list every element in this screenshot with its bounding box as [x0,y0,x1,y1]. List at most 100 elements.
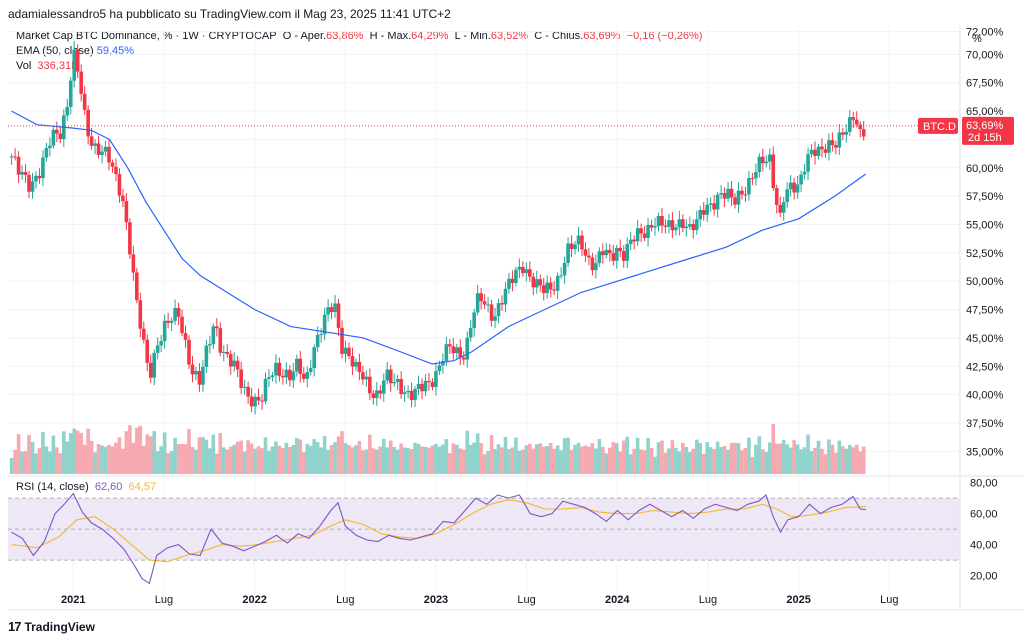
candle-body [827,140,831,153]
candle-body [315,334,320,348]
volume-bar [538,443,543,474]
volume-bar [781,440,786,474]
volume-bar [232,444,237,474]
volume-bar [201,436,205,474]
volume-bar [13,449,17,474]
candle-body [726,188,730,199]
candle-body [688,224,692,227]
volume-bar [677,451,682,474]
volume-bar [208,448,212,474]
volume-bar [413,442,417,474]
attribution-text: adamialessandro5 ha pubblicato su Tradin… [8,7,451,21]
volume-bar [34,453,38,474]
volume-bar [295,437,299,474]
volume-bar [510,447,515,474]
volume-bar [315,442,320,474]
candle-body [611,253,616,261]
volume-bar [305,443,310,474]
volume-bar [9,458,14,474]
candle-body [180,316,184,334]
price-badge: BTC.D 63,69% 2d 15h [8,116,1014,145]
volume-bar [173,437,177,474]
volume-bar [573,444,577,474]
volume-bar [562,438,567,474]
volume-bar [37,448,42,474]
candle-body [708,203,713,205]
volume-bar [204,439,209,474]
candle-body [788,182,793,190]
candle-body [308,368,313,373]
y-tick-label: 70,00% [966,49,1004,61]
volume-bar [107,444,111,474]
candle-body [107,146,111,163]
candle-body [736,190,741,205]
volume-bar [712,449,716,474]
volume-bar [548,442,553,474]
candle-body [79,71,83,94]
volume-bar [667,448,671,474]
candle-body [653,226,657,228]
high-label: H - Max. [369,30,412,42]
volume-bar [736,443,741,474]
volume-bar [420,446,424,474]
volume-bar [653,456,657,474]
candle-body [778,204,783,213]
candle-body [733,197,737,205]
candle-body [559,275,563,277]
candle-body [82,93,87,110]
volume-bar [169,451,174,474]
volume-bar [493,449,497,474]
candle-body [284,369,289,378]
candle-body [86,109,90,137]
volume-bar [514,437,518,474]
candle-body [427,380,431,383]
volume-bar [159,446,163,474]
x-tick-label: Lug [699,594,717,606]
candle-body [100,151,104,155]
volume-bar [399,443,403,474]
candle-body [531,276,536,288]
volume-bar [813,447,817,474]
badge-symbol-bg [918,117,958,134]
candle-body [569,243,574,249]
volume-bar [437,446,442,474]
tradingview-logo[interactable]: 17 TradingView [8,619,95,634]
volume-bar [114,442,118,474]
badge-countdown: 2d 15h [968,132,1002,144]
candle-body [444,344,449,361]
volume-bar [830,444,835,474]
candle-body [322,314,327,335]
volume-bar [757,436,762,474]
volume-bar [583,445,588,474]
volume-bar [823,454,828,474]
x-tick-label: 2024 [605,594,630,606]
volume-bar [385,447,390,474]
candle-body [16,156,21,175]
volume-bar [861,446,866,474]
candle-body [601,251,605,256]
candle-body [392,381,396,384]
volume-bar [656,442,661,474]
tradingview-brand: TradingView [24,619,95,634]
volume-bar [701,453,706,474]
candle-body [121,195,125,202]
candle-body [361,372,365,380]
candle-body [34,175,38,182]
volume-bar [820,448,824,474]
candle-body [128,222,132,255]
candle-body [291,371,296,381]
candle-body [545,282,550,294]
volume-bars [9,424,866,474]
volume-bar [308,445,313,474]
volume-bar [402,447,407,474]
candle-body [374,390,379,399]
volume-bar [743,448,748,474]
volume-bar [715,441,720,474]
candle-body [399,378,403,395]
volume-bar [27,434,31,474]
candle-body [639,228,643,234]
volume-bar [409,449,414,474]
volume-bar [698,442,703,474]
volume-bar [534,444,539,474]
